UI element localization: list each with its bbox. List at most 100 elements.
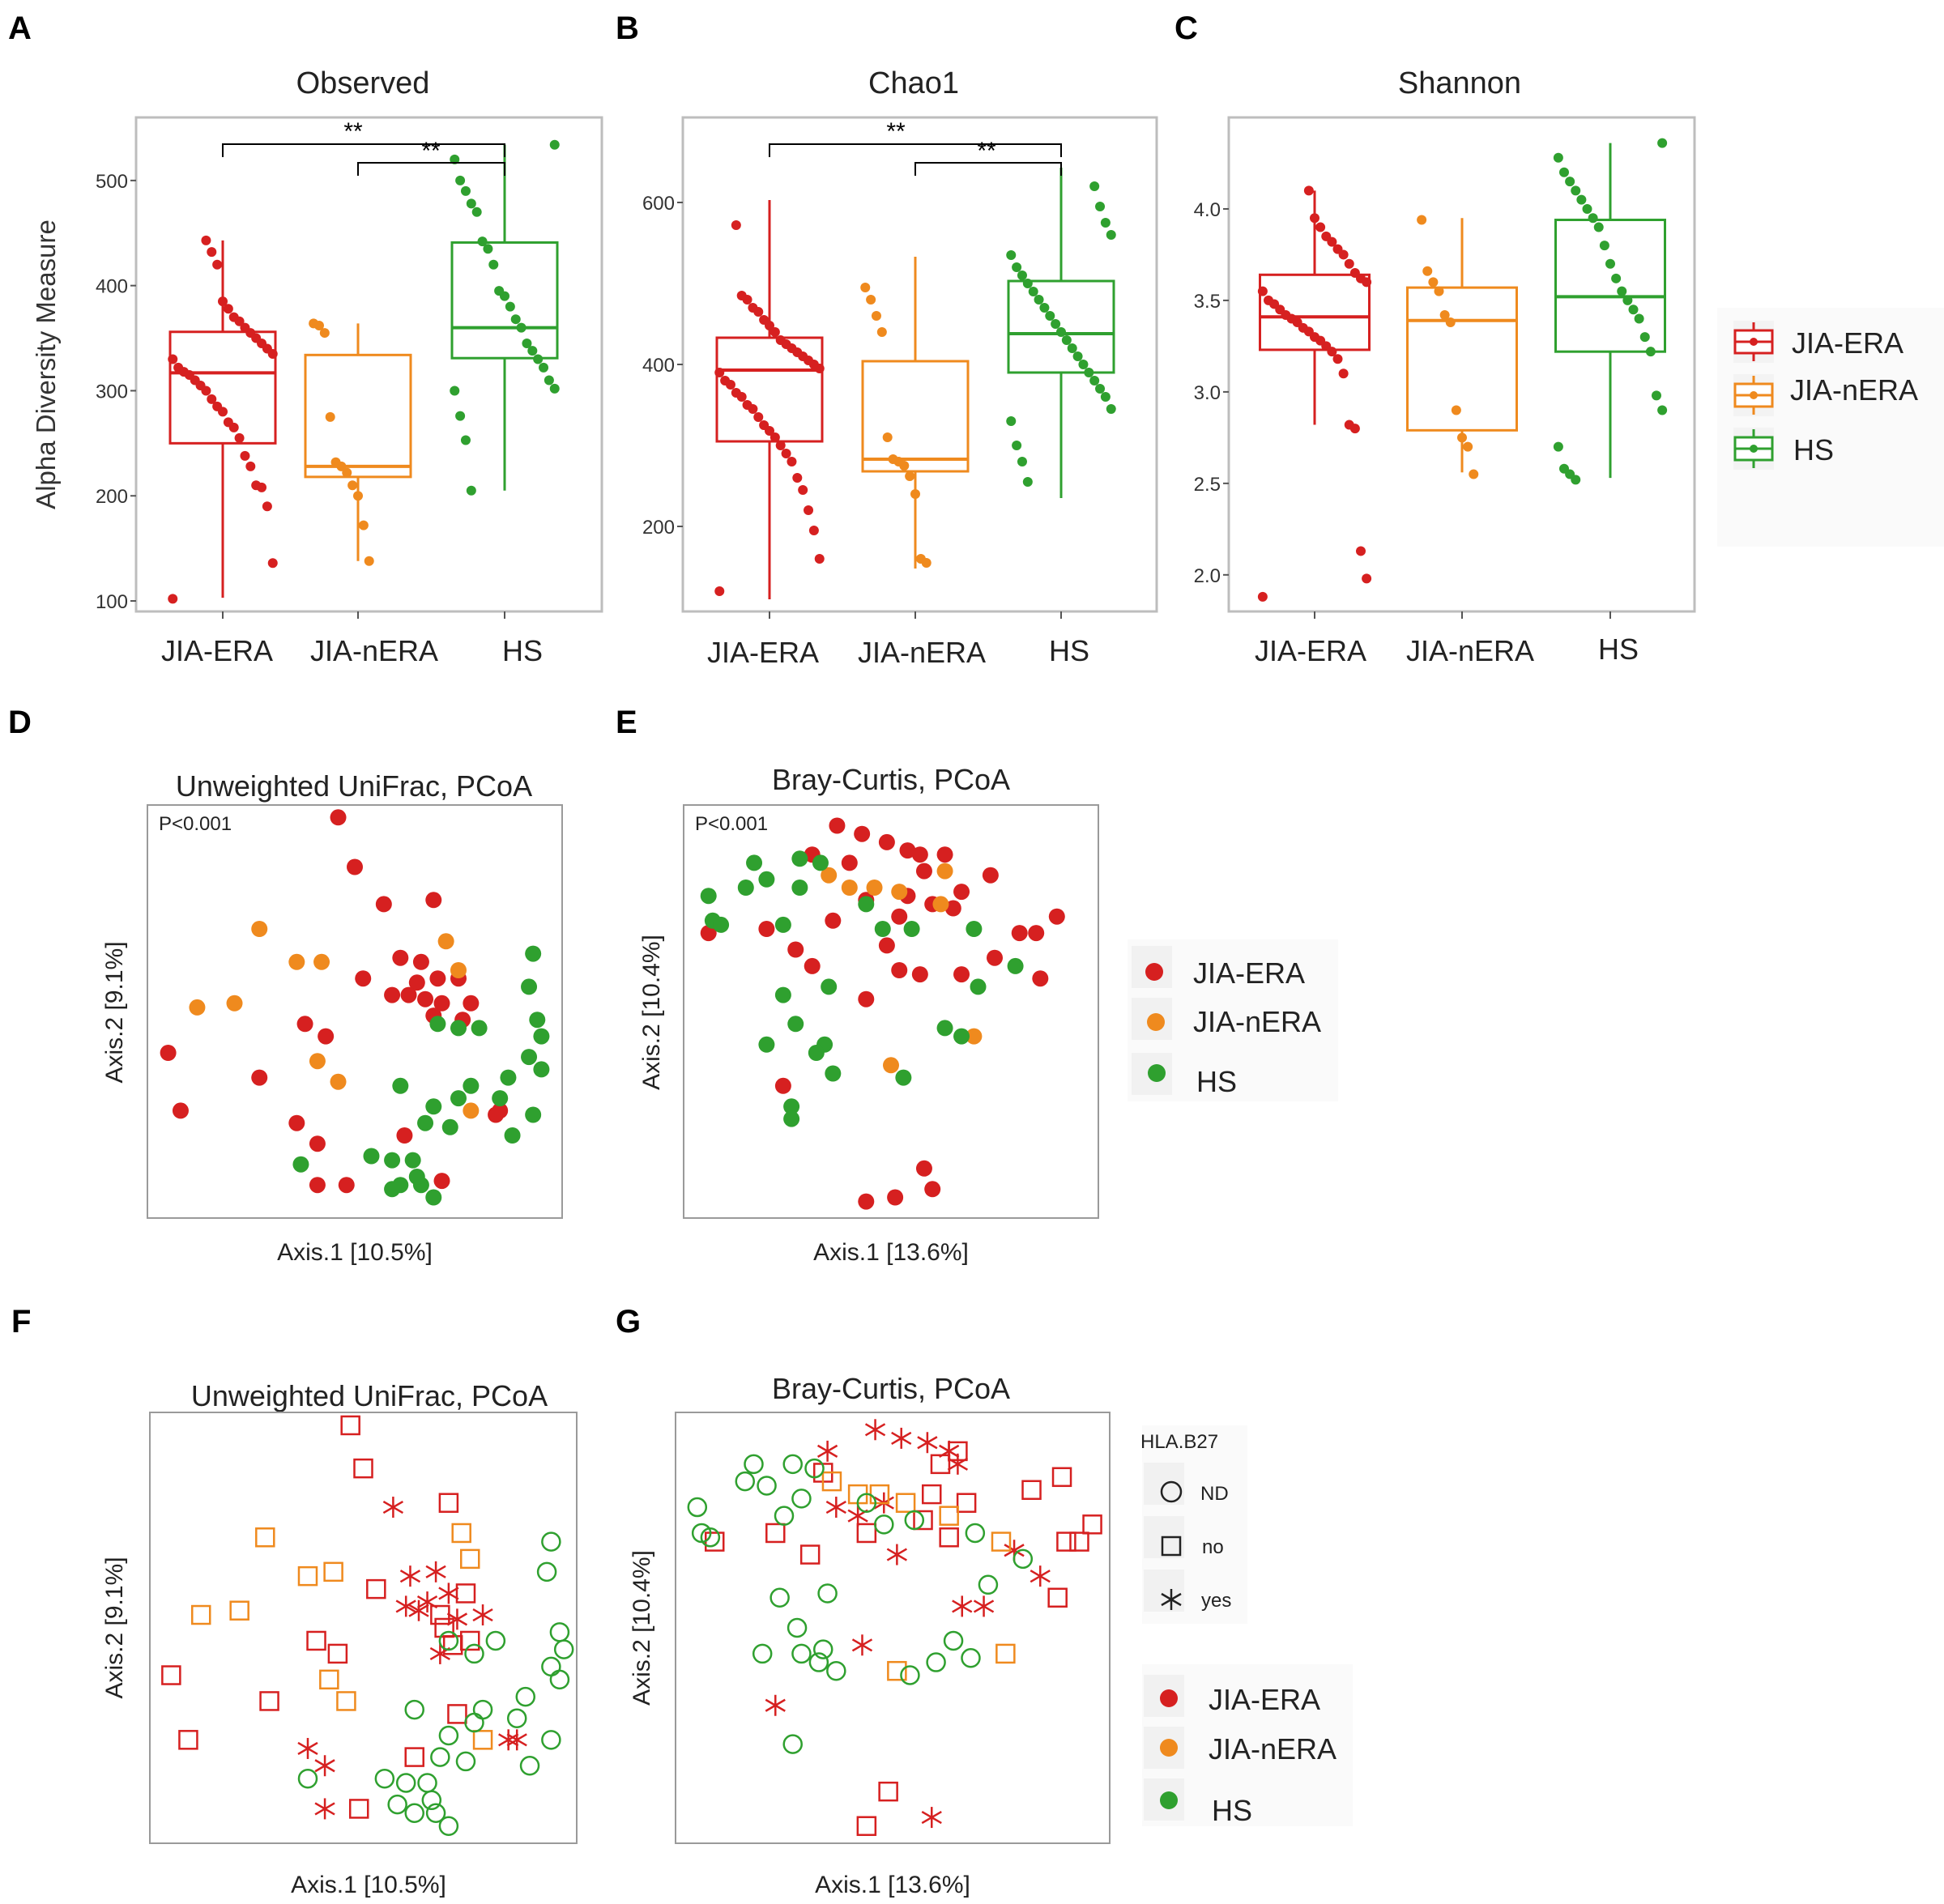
panel-label-g: G <box>616 1304 641 1340</box>
panel-c-box-hs-point <box>1582 203 1592 214</box>
panel-b-box-jia-era-point <box>808 526 819 535</box>
panel-c-box-jia-era-point <box>1356 546 1366 556</box>
panel-e-point-jia-era <box>758 921 775 937</box>
panel-f-point-jia-era-yes <box>382 1497 404 1519</box>
panel-g-point-hs-nd <box>782 1454 803 1475</box>
panel-a-box-jia-nera-point <box>358 520 369 530</box>
panel-d-point-hs <box>504 1127 521 1144</box>
panel-e-point-hs <box>970 978 987 995</box>
legend-dots-lower-marker-jia-era <box>1160 1689 1178 1707</box>
panel-label-a: A <box>8 11 32 46</box>
panel-d-point-jia-era <box>384 986 401 1003</box>
panel-b-box-hs-point <box>1022 279 1033 288</box>
panel-f-point-jia-era-no <box>306 1630 326 1651</box>
panel-e-point-jia-nera <box>821 867 838 884</box>
panel-c-box-hs-point <box>1599 241 1609 251</box>
panel-label-b: B <box>616 11 639 46</box>
panel-a-box-jia-era-point <box>240 450 250 461</box>
panel-a-box-hs-point <box>533 354 544 364</box>
panel-g-point-jia-era-yes-stroke <box>952 1599 973 1613</box>
panel-f-point-hs-nd <box>455 1751 476 1772</box>
panel-e-point-jia-era <box>899 842 916 859</box>
panel-d-point-hs <box>363 1148 380 1165</box>
panel-b-box-hs-point <box>1012 262 1022 272</box>
panel-c-box-hs-point <box>1593 222 1604 232</box>
panel-a-box-hs-point <box>450 385 460 396</box>
panel-b-box-jia-nera-point <box>876 327 887 337</box>
panel-d-point-jia-era <box>463 995 480 1012</box>
panel-c-box-jia-era-point <box>1257 591 1268 602</box>
panel-b-box-jia-era-point <box>731 388 741 398</box>
panel-g-point-jia-era-no <box>930 1454 951 1475</box>
panel-e-point-jia-era <box>953 884 970 901</box>
panel-c-marks <box>1223 138 1668 619</box>
panel-c-box-jia-nera-point <box>1428 277 1439 288</box>
legend-dots-marker-jia-era <box>1145 963 1163 981</box>
panel-d-point-jia-era <box>330 809 347 826</box>
panel-d-point-jia-era <box>392 949 409 966</box>
panel-a-ytick-300: 300 <box>96 381 128 403</box>
panel-a-box-hs-point <box>460 435 471 445</box>
panel-c-box-hs <box>1554 219 1666 353</box>
panel-d-point-hs <box>521 1049 538 1066</box>
panel-b-box-hs-point <box>1100 392 1111 402</box>
panel-d-point-hs <box>425 1189 442 1206</box>
panel-f-point-jia-era-no <box>327 1643 348 1664</box>
panel-c-box-jia-era-point <box>1303 185 1314 196</box>
panel-g-point-jia-era-yes <box>816 1440 838 1462</box>
panel-c-ytick-4-0: 4.0 <box>1194 199 1221 221</box>
panel-b-box-hs-point <box>1089 181 1100 191</box>
panel-a-box-jia-nera-point <box>330 457 341 467</box>
panel-b-box-jia-nera <box>861 360 970 473</box>
legend-boxplot-key-jia-era <box>1733 321 1774 363</box>
panel-c-box-hs-point <box>1617 286 1627 296</box>
panel-b-category-hs: HS <box>1049 634 1089 667</box>
panel-b-box-hs-point <box>1067 343 1077 353</box>
panel-b-box-jia-era-point <box>770 432 780 442</box>
panel-e-point-hs <box>1007 957 1024 974</box>
panel-g-x-axis-label: Axis.1 [13.6%] <box>815 1872 970 1898</box>
panel-b-box-jia-nera-point <box>882 432 893 442</box>
panel-f-point-hs-nd <box>438 1630 459 1651</box>
panel-f-point-jia-era-no <box>455 1583 476 1604</box>
panel-label-d: D <box>8 705 32 740</box>
panel-e-point-jia-era <box>787 941 804 958</box>
panel-f-point-jia-era-yes <box>314 1798 335 1820</box>
legend-shapes: HLA.B27 ND no yes <box>1140 1425 1247 1624</box>
panel-d-point-jia-era <box>492 1102 509 1119</box>
panel-g-point-hs-nd <box>791 1489 812 1509</box>
panel-g-point-hs-nd <box>808 1652 829 1672</box>
panel-e-point-jia-era <box>982 867 999 884</box>
panel-a-box-hs <box>450 241 559 360</box>
panel-f-point-jia-era-yes <box>297 1737 318 1759</box>
panel-b-box-hs-point <box>1072 351 1083 361</box>
panel-a-significance-1: ** <box>343 118 363 145</box>
panel-d-point-jia-era <box>251 1069 268 1086</box>
panel-d-point-jia-nera <box>463 1102 480 1119</box>
panel-e-point-jia-era <box>911 846 928 863</box>
panel-d-point-jia-era <box>160 1045 177 1061</box>
panel-d-point-jia-era <box>396 1127 413 1144</box>
panel-f-point-jia-era-no <box>366 1578 386 1599</box>
panel-b-box-jia-era-point <box>742 400 752 410</box>
panel-e-point-jia-nera <box>936 863 953 880</box>
panel-g-point-jia-era-no <box>921 1484 942 1505</box>
legend-dots-lower-label-jia-nera: JIA-nERA <box>1209 1732 1336 1766</box>
panel-d-point-hs <box>429 1016 446 1033</box>
panel-a-box-hs-point <box>460 185 471 196</box>
panel-f-point-hs-nd <box>425 1803 446 1824</box>
panel-e-point-jia-nera <box>891 884 908 901</box>
panel-d-point-jia-era <box>417 990 434 1007</box>
panel-c-box-hs-point <box>1571 185 1581 196</box>
panel-c-box-hs-point <box>1559 463 1569 474</box>
panel-e-point-hs <box>825 1065 842 1082</box>
panel-c-plot-area <box>1227 116 1696 613</box>
panel-g-point-jia-nera-no <box>821 1471 842 1492</box>
panel-a-box-jia-era-point <box>223 417 233 428</box>
panel-b-box-jia-era-point <box>736 291 747 300</box>
panel-b-box-jia-era <box>715 336 824 443</box>
panel-e-point-hs <box>953 1028 970 1045</box>
panel-e-point-hs <box>758 1036 775 1053</box>
panel-a-box-jia-era-point <box>201 235 211 245</box>
panel-a-box-hs-point <box>466 198 476 209</box>
